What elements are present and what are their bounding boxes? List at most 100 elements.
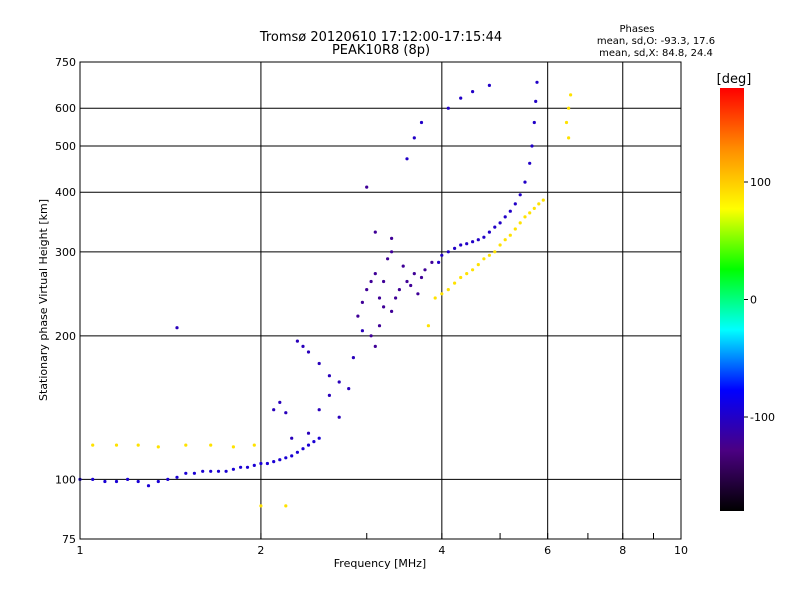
colorbar-tick-label: 100 (750, 176, 771, 189)
data-point-x_mode (231, 445, 235, 449)
data-point-x_mode (567, 136, 571, 140)
data-point-o_f1 (412, 272, 416, 276)
data-point-o_f1 (373, 230, 377, 234)
colorbar-label: [deg] (717, 72, 752, 87)
data-point-o_mid (347, 387, 351, 391)
data-point-x_mode (503, 238, 507, 242)
data-point-o_f1 (377, 296, 382, 300)
data-point-o_low (126, 477, 130, 481)
data-point-o_mid (284, 411, 288, 415)
data-point-x_mode (426, 324, 430, 328)
data-point-x_mode (114, 443, 119, 447)
data-point-o_mid (295, 339, 299, 343)
data-point-x_mode (498, 243, 502, 247)
data-point-o_f1 (382, 279, 386, 284)
data-point-o_f1 (423, 268, 427, 272)
data-point-x_mode (518, 221, 522, 225)
data-point-o_f1 (373, 272, 377, 276)
data-point-o_f1 (405, 279, 409, 284)
data-point-o_f2 (465, 242, 469, 246)
data-point-o_f1 (386, 257, 390, 261)
x-tick-label: 4 (438, 544, 445, 557)
data-point-o_f1 (365, 288, 369, 292)
data-point-x_mode (453, 281, 457, 285)
data-point-x_mode (446, 288, 450, 292)
data-point-o_low (136, 479, 140, 484)
colorbar (720, 88, 744, 511)
data-point-o_low (252, 463, 256, 467)
x-tick-label: 6 (544, 544, 551, 557)
data-point-o_low (231, 467, 235, 471)
data-point-o_f2 (446, 250, 450, 254)
y-tick-label: 750 (55, 56, 76, 69)
phases-title: Phases (619, 24, 654, 35)
data-point-x_mode (493, 250, 497, 254)
data-point-o_f1 (390, 309, 394, 313)
data-point-o_low (284, 456, 288, 460)
data-point-o_f2 (471, 240, 475, 244)
data-point-x_mode (433, 296, 437, 300)
data-point-o_f1 (416, 292, 420, 296)
data-point-o_low (278, 458, 282, 462)
data-point-o_low (265, 461, 269, 466)
data-point-o_mid (272, 408, 276, 412)
x-tick-label: 10 (674, 544, 688, 557)
data-point-o_f1 (360, 300, 364, 304)
data-point-o_mid (306, 350, 311, 354)
data-point-o_low (245, 465, 250, 469)
plot-frame (79, 61, 682, 540)
data-point-x_mode (184, 443, 188, 447)
data-point-x_mode (91, 443, 95, 447)
data-point-o_f2 (471, 90, 475, 94)
data-point-o_mid (301, 344, 305, 348)
data-point-o_low (301, 447, 305, 451)
colorbar-tick-label: 0 (750, 294, 757, 307)
data-point-o_f1 (356, 314, 360, 318)
data-point-o_low (184, 471, 188, 475)
data-point-o_low (91, 477, 95, 481)
data-point-x_mode (508, 233, 512, 237)
data-point-x_mode (482, 257, 486, 261)
data-point-o_f2 (503, 215, 507, 219)
data-point-o_mid (337, 415, 341, 419)
data-point-o_f1 (369, 334, 373, 338)
data-point-o_f2 (493, 225, 497, 229)
data-point-o_f2 (459, 96, 463, 100)
data-point-o_low (175, 475, 179, 479)
y-tick-label: 500 (55, 140, 76, 153)
data-point-o_f1 (369, 279, 373, 284)
data-point-o_f1 (419, 275, 424, 280)
data-point-x_mode (528, 211, 532, 215)
data-point-o_low (216, 469, 221, 473)
data-point-o_mid (327, 374, 331, 378)
y-tick-label: 75 (62, 533, 76, 546)
data-point-o_f2 (419, 120, 424, 125)
data-point-x_mode (465, 272, 469, 276)
data-point-o_f1 (409, 283, 413, 288)
data-point-x_mode (564, 120, 569, 125)
data-point-o_f2 (446, 106, 450, 110)
data-point-o_low (156, 479, 160, 484)
data-point-x_mode (532, 206, 536, 210)
data-point-o_f2 (508, 209, 512, 213)
data-point-x_mode (440, 292, 444, 296)
y-tick-label: 300 (55, 246, 76, 259)
data-point-o_f1 (430, 260, 434, 264)
chart-title: Tromsø 20120610 17:12:00-17:15:44 (259, 30, 502, 45)
data-point-o_f2 (476, 238, 480, 242)
data-point-o_f2 (523, 180, 527, 184)
data-point-o_mid (317, 408, 321, 412)
data-point-x_mode (537, 202, 541, 206)
data-point-o_low (103, 479, 107, 484)
data-point-o_f2 (518, 193, 522, 197)
data-point-o_f2 (498, 221, 502, 225)
data-point-o_low (201, 469, 205, 473)
data-point-o_f1 (377, 324, 382, 328)
data-point-o_low (166, 477, 170, 481)
phases-x-stats: mean, sd,X: 84.8, 24.4 (599, 48, 713, 59)
data-point-o_low (224, 469, 228, 473)
data-point-o_f1 (390, 236, 394, 240)
data-point-x_mode (487, 253, 491, 257)
grid-lines (80, 62, 681, 539)
